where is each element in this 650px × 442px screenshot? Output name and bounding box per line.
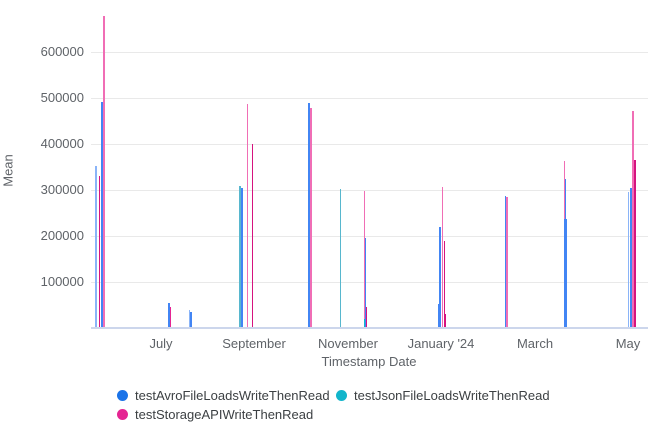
- legend-item-json[interactable]: testJsonFileLoadsWriteThenRead: [336, 388, 550, 403]
- bar-storage[interactable]: [363, 190, 365, 328]
- x-tick-label: July: [149, 336, 173, 351]
- y-tick-label: 600000: [40, 44, 84, 59]
- legend-label-avro: testAvroFileLoadsWriteThenRead: [135, 388, 330, 403]
- bar-avro[interactable]: [308, 102, 310, 328]
- x-tick-label: November: [318, 336, 378, 351]
- bar-json[interactable]: [364, 318, 365, 328]
- legend-label-storage: testStorageAPIWriteThenRead: [135, 407, 314, 422]
- legend-dot-storage-icon: [117, 409, 128, 420]
- y-tick-label: 100000: [40, 274, 84, 289]
- legend-label-json: testJsonFileLoadsWriteThenRead: [354, 388, 550, 403]
- bar-avro[interactable]: [168, 302, 170, 328]
- bar-storage[interactable]: [310, 108, 312, 328]
- legend-dot-json-icon: [336, 390, 347, 401]
- x-tick-label: March: [516, 336, 554, 351]
- bar-avro[interactable]: [364, 238, 366, 328]
- x-tick-label: May: [615, 336, 641, 351]
- bar-storage[interactable]: [169, 306, 171, 328]
- bar-storage[interactable]: [365, 307, 367, 328]
- x-tick-label: January '24: [407, 336, 475, 351]
- bar-storage[interactable]: [631, 110, 634, 328]
- bar-storage[interactable]: [251, 144, 253, 328]
- y-tick-label: 400000: [40, 136, 84, 151]
- gridline: [91, 236, 648, 237]
- plot-area: [91, 14, 648, 328]
- x-axis-title: Timestamp Date: [321, 354, 417, 369]
- x-tick-label: September: [222, 336, 286, 351]
- bar-avro[interactable]: [100, 101, 103, 328]
- bar-avro[interactable]: [564, 218, 567, 328]
- bar-avro[interactable]: [188, 309, 190, 328]
- bar-storage[interactable]: [103, 16, 105, 328]
- bar-storage[interactable]: [246, 103, 248, 328]
- bar-avro[interactable]: [627, 192, 629, 328]
- y-tick-label: 200000: [40, 228, 84, 243]
- legend-dot-avro-icon: [117, 390, 128, 401]
- bar-storage[interactable]: [443, 241, 445, 328]
- bar-json[interactable]: [239, 186, 241, 328]
- bar-avro[interactable]: [95, 166, 97, 328]
- bar-storage[interactable]: [506, 197, 508, 328]
- legend-item-avro[interactable]: testAvroFileLoadsWriteThenRead: [117, 388, 330, 403]
- gridline: [91, 98, 648, 99]
- bar-avro[interactable]: [241, 187, 243, 328]
- bar-storage[interactable]: [633, 160, 636, 328]
- bar-storage[interactable]: [441, 186, 443, 328]
- bar-avro[interactable]: [190, 311, 192, 328]
- y-tick-label: 500000: [40, 90, 84, 105]
- bar-storage[interactable]: [98, 176, 100, 328]
- gridline: [91, 282, 648, 283]
- legend-item-storage[interactable]: testStorageAPIWriteThenRead: [117, 407, 313, 422]
- bar-avro[interactable]: [438, 226, 441, 328]
- y-axis-title: Mean: [0, 154, 16, 187]
- y-tick-label: 300000: [40, 182, 84, 197]
- gridline: [91, 190, 648, 191]
- gridline: [91, 144, 648, 145]
- bar-storage[interactable]: [444, 314, 446, 328]
- gridline: [91, 52, 648, 53]
- bar-json[interactable]: [339, 189, 341, 328]
- x-axis-line: [91, 327, 648, 329]
- bar-avro[interactable]: [629, 187, 632, 328]
- bar-avro[interactable]: [504, 195, 506, 328]
